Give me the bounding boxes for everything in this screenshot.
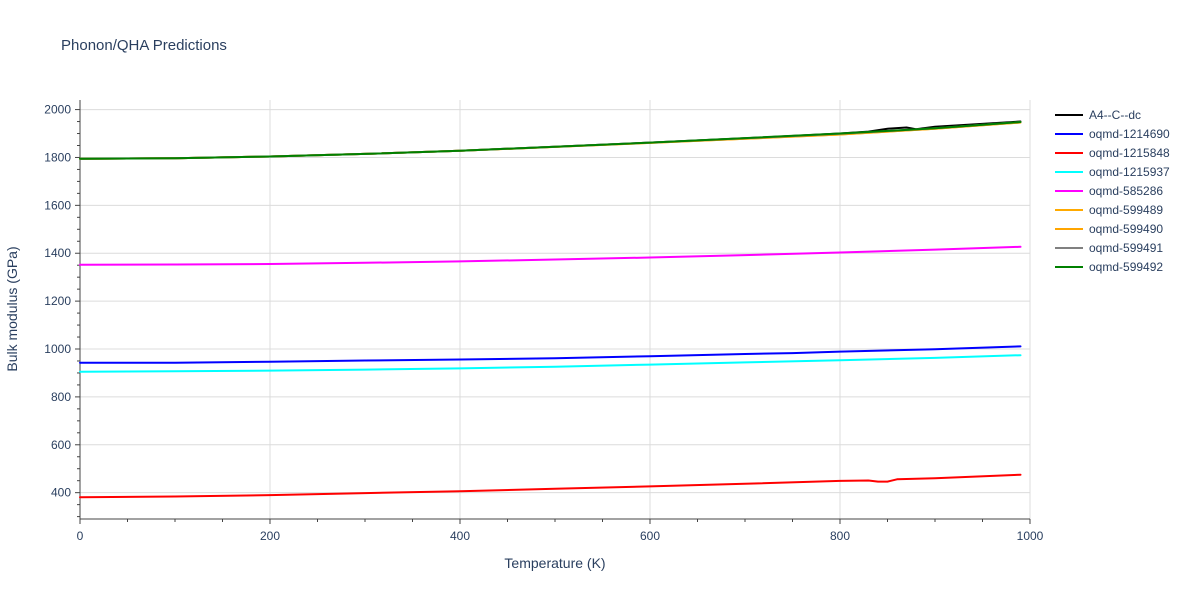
- tick-labels: 0 200 400 600 800 1000 400 600 800 1000 1200 1400 16…: [44, 103, 1043, 543]
- legend-label: oqmd-599490: [1089, 222, 1163, 236]
- x-tick-label: 1000: [1017, 529, 1044, 543]
- legend-item[interactable]: oqmd-585286: [1055, 184, 1163, 198]
- legend-label: oqmd-599491: [1089, 241, 1163, 255]
- axes: [75, 100, 1031, 524]
- series-line-oqmd-1214690: [79, 345, 1022, 364]
- y-tick-label: 600: [51, 438, 71, 452]
- legend-label: A4--C--dc: [1089, 108, 1141, 122]
- legend-item[interactable]: oqmd-599491: [1055, 241, 1163, 255]
- legend-item[interactable]: A4--C--dc: [1055, 108, 1141, 122]
- legend-item[interactable]: oqmd-1215937: [1055, 165, 1170, 179]
- series-line-oqmd-599492: [79, 121, 1022, 160]
- x-tick-label: 0: [77, 529, 84, 543]
- y-tick-label: 800: [51, 390, 71, 404]
- legend-label: oqmd-1214690: [1089, 127, 1170, 141]
- series-line-oqmd-1215848: [79, 473, 1022, 499]
- y-axis-title: Bulk modulus (GPa): [4, 246, 20, 371]
- series-line-oqmd-1215937: [79, 354, 1022, 373]
- y-tick-label: 1000: [44, 342, 71, 356]
- legend-label: oqmd-599492: [1089, 260, 1163, 274]
- legend-item[interactable]: oqmd-1215848: [1055, 146, 1170, 160]
- x-tick-label: 800: [830, 529, 850, 543]
- legend-item[interactable]: oqmd-599489: [1055, 203, 1163, 217]
- x-tick-label: 200: [260, 529, 280, 543]
- y-tick-label: 1400: [44, 246, 71, 260]
- y-tick-label: 1800: [44, 150, 71, 164]
- series-line-oqmd-599491: [79, 121, 1022, 160]
- legend-item[interactable]: oqmd-1214690: [1055, 127, 1170, 141]
- gridlines: [80, 100, 1031, 519]
- y-tick-label: 1600: [44, 198, 71, 212]
- series-line-oqmd-585286: [79, 245, 1022, 266]
- legend-label: oqmd-1215937: [1089, 165, 1170, 179]
- x-axis-title: Temperature (K): [504, 555, 605, 571]
- chart-title: Phonon/QHA Predictions: [61, 37, 227, 54]
- legend-label: oqmd-1215848: [1089, 146, 1170, 160]
- x-tick-label: 600: [640, 529, 660, 543]
- series-line-oqmd-599490: [79, 121, 1022, 160]
- legend-item[interactable]: oqmd-599492: [1055, 260, 1163, 274]
- legend-label: oqmd-585286: [1089, 184, 1163, 198]
- plot-area: [79, 120, 1022, 499]
- legend-label: oqmd-599489: [1089, 203, 1163, 217]
- legend-item[interactable]: oqmd-599490: [1055, 222, 1163, 236]
- y-tick-label: 400: [51, 486, 71, 500]
- y-tick-label: 2000: [44, 103, 71, 117]
- series-line-A4--C--dc: [79, 120, 1022, 160]
- y-tick-label: 1200: [44, 294, 71, 308]
- series-line-oqmd-599489: [79, 121, 1022, 160]
- legend[interactable]: A4--C--dc oqmd-1214690 oqmd-1215848 oqmd-12…: [1055, 108, 1170, 274]
- x-tick-label: 400: [450, 529, 470, 543]
